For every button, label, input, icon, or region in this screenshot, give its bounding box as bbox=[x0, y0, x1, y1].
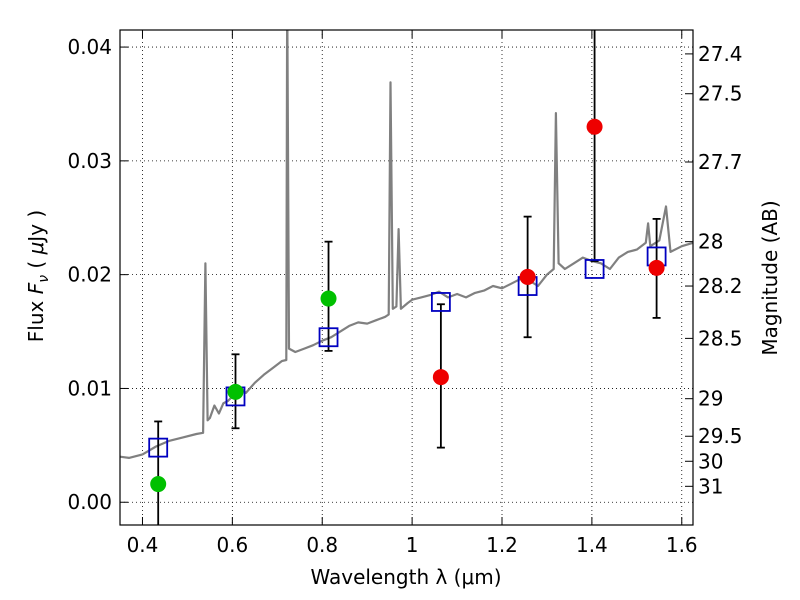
right-axis-label: Magnitude (AB) bbox=[758, 200, 782, 355]
right-tick-label: 28.2 bbox=[698, 274, 743, 298]
right-tick-label: 27.5 bbox=[698, 82, 743, 106]
x-tick-label: 0.8 bbox=[306, 533, 338, 557]
observed-point-circle bbox=[586, 118, 603, 135]
plot-area bbox=[120, 30, 693, 525]
axis-ticks: 0.4 0.6 0.8 1 1.2 1.4 1.6 0.00 0.01 0.02 0.03 0.04 2… bbox=[67, 30, 743, 557]
right-tick-label: 29.5 bbox=[698, 424, 743, 448]
observed-point-circle bbox=[519, 268, 536, 285]
y-tick-label: 0.01 bbox=[67, 376, 112, 400]
right-tick-label: 27.7 bbox=[698, 150, 743, 174]
observed-point-circle bbox=[432, 369, 449, 386]
x-tick-label: 0.6 bbox=[216, 533, 248, 557]
observed-point-circle bbox=[227, 383, 244, 400]
right-tick-label: 29 bbox=[698, 387, 723, 411]
x-tick-label: 0.4 bbox=[127, 533, 159, 557]
x-axis-label: Wavelength λ (μm) bbox=[310, 565, 501, 589]
model-point-square bbox=[318, 327, 339, 348]
right-tick-label: 31 bbox=[698, 474, 723, 498]
right-tick-label: 30 bbox=[698, 449, 723, 473]
y-tick-label: 0.00 bbox=[67, 490, 112, 514]
x-tick-label: 1.4 bbox=[576, 533, 608, 557]
observed-point-circle bbox=[320, 290, 337, 307]
x-tick-label: 1.2 bbox=[486, 533, 518, 557]
observed-point-circle bbox=[648, 259, 665, 276]
y-tick-label: 0.04 bbox=[67, 35, 112, 59]
right-tick-label: 28 bbox=[698, 230, 723, 254]
y-axis-label: Flux Fν ( μJy ) bbox=[24, 210, 52, 342]
right-tick-label: 28.5 bbox=[698, 326, 743, 350]
plot-frame bbox=[119, 29, 694, 526]
right-tick-label: 27.4 bbox=[698, 42, 743, 66]
model-point-square bbox=[148, 437, 169, 458]
grid-lines bbox=[120, 30, 693, 525]
x-tick-label: 1 bbox=[406, 533, 419, 557]
x-tick-label: 1.6 bbox=[666, 533, 698, 557]
y-tick-label: 0.03 bbox=[67, 149, 112, 173]
observed-point-circle bbox=[150, 476, 167, 493]
y-tick-label: 0.02 bbox=[67, 263, 112, 287]
model-point-square bbox=[584, 259, 605, 279]
model-spectrum-line bbox=[120, 30, 693, 459]
model-point-square bbox=[430, 292, 451, 312]
